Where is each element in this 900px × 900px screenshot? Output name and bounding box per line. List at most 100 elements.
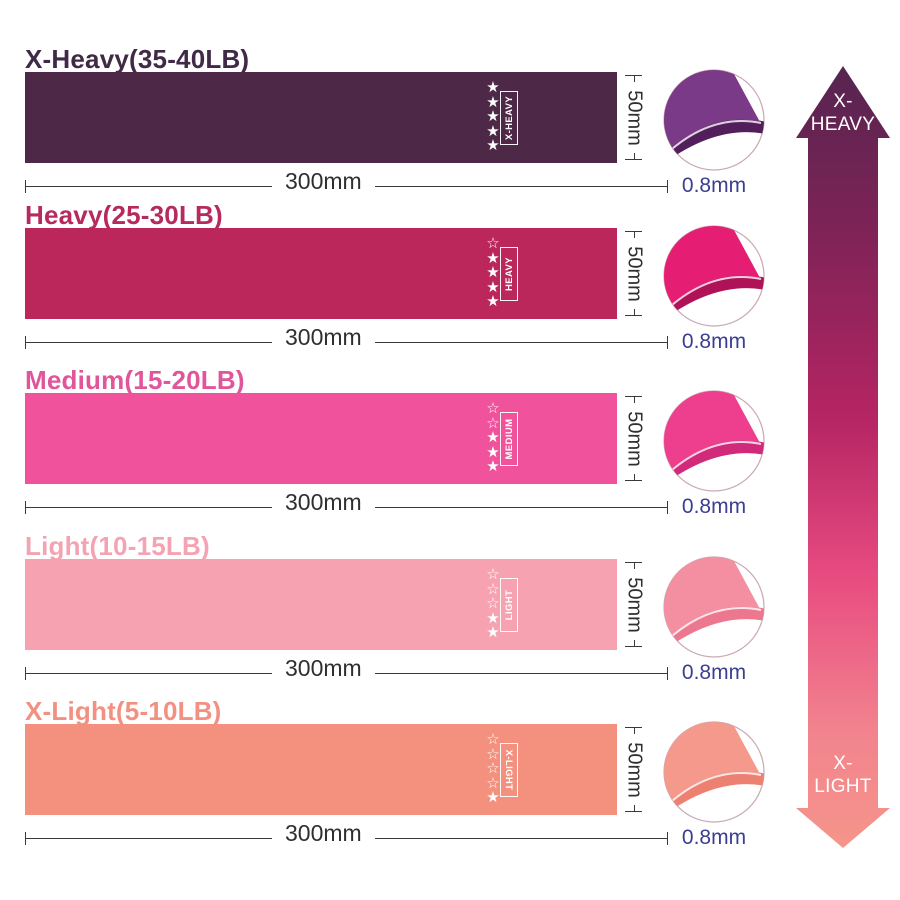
star-outline-icon: ☆ — [486, 745, 500, 763]
star-filled-icon: ★ — [486, 443, 500, 461]
arrow-top-label-line2: HEAVY — [810, 114, 876, 135]
star-filled-icon: ★ — [486, 624, 500, 642]
star-outline-icon: ☆ — [486, 400, 500, 417]
dimension-cap-bottom — [625, 805, 642, 812]
dimension-cap-right — [667, 667, 668, 680]
band-label-tag: LIGHT — [500, 577, 518, 632]
band-fold-photo — [663, 556, 765, 658]
dimension-cap-left — [25, 501, 26, 514]
band-label-tag-wrap: X-LIGHT — [500, 742, 518, 797]
band-row-medium: Medium(15-20LB) ☆ ☆ ★ ★ ★ MEDIUM 300mm 50mm — [0, 365, 900, 525]
dimension-cap-top — [625, 75, 642, 82]
star-filled-icon: ★ — [486, 609, 500, 627]
height-dimension-label: 50mm — [623, 245, 645, 302]
width-dimension-label: 300mm — [272, 820, 375, 847]
width-dimension: 300mm — [25, 489, 668, 516]
width-dimension: 300mm — [25, 324, 668, 351]
dimension-cap-bottom — [625, 640, 642, 647]
star-rating: ☆ ☆ ☆ ☆ ★ — [484, 731, 502, 807]
band-label-tag-wrap: MEDIUM — [500, 411, 518, 466]
strength-gradient-arrow — [796, 66, 890, 848]
star-filled-icon: ★ — [486, 278, 500, 296]
band-label-tag: X-LIGHT — [500, 742, 518, 797]
band-label-tag-wrap: HEAVY — [500, 246, 518, 301]
band-fold-photo — [663, 69, 765, 171]
band-title: Heavy(25-30LB) — [25, 200, 223, 230]
band-title: X-Heavy(35-40LB) — [25, 44, 250, 74]
band-label-tag: MEDIUM — [500, 411, 518, 466]
dimension-cap-right — [667, 336, 668, 349]
height-dimension: 50mm — [623, 727, 645, 812]
height-dimension: 50mm — [623, 562, 645, 647]
band-title: X-Light(5-10LB) — [25, 696, 222, 726]
star-outline-icon: ☆ — [486, 414, 500, 432]
star-rating: ☆ ☆ ★ ★ ★ — [484, 400, 502, 476]
arrow-bottom-label-line1: X- — [833, 753, 853, 774]
height-dimension: 50mm — [623, 75, 645, 160]
star-rating: ★ ★ ★ ★ ★ — [484, 79, 502, 155]
band-row-x-light: X-Light(5-10LB) ☆ ☆ ☆ ☆ ★ X-LIGHT 300mm 50mm — [0, 696, 900, 856]
thickness-label: 0.8mm — [681, 495, 747, 518]
star-filled-icon: ★ — [486, 108, 500, 126]
height-dimension-label: 50mm — [623, 410, 645, 467]
band-row-light: Light(10-15LB) ☆ ☆ ☆ ★ ★ LIGHT 300mm 50mm — [0, 531, 900, 691]
star-outline-icon: ☆ — [486, 774, 500, 792]
double-arrow-shape — [796, 66, 890, 848]
height-dimension-label: 50mm — [623, 576, 645, 633]
thickness-label: 0.8mm — [681, 174, 747, 197]
width-dimension-label: 300mm — [272, 489, 375, 516]
dimension-cap-left — [25, 180, 26, 193]
width-dimension: 300mm — [25, 820, 668, 847]
band-row-heavy: Heavy(25-30LB) ☆ ★ ★ ★ ★ HEAVY 300mm 50mm — [0, 200, 900, 360]
star-filled-icon: ★ — [486, 249, 500, 267]
band-swatch: ★ ★ ★ ★ ★ X-HEAVY — [25, 72, 617, 163]
width-dimension: 300mm — [25, 655, 668, 682]
star-rating: ☆ ★ ★ ★ ★ — [484, 235, 502, 311]
dimension-cap-bottom — [625, 309, 642, 316]
star-outline-icon: ☆ — [486, 235, 500, 252]
star-filled-icon: ★ — [486, 429, 500, 447]
width-dimension-label: 300mm — [272, 324, 375, 351]
star-filled-icon: ★ — [486, 264, 500, 282]
band-title: Light(10-15LB) — [25, 531, 210, 561]
band-swatch: ☆ ☆ ★ ★ ★ MEDIUM — [25, 393, 617, 484]
band-swatch: ☆ ☆ ☆ ★ ★ LIGHT — [25, 559, 617, 650]
dimension-cap-bottom — [625, 474, 642, 481]
star-outline-icon: ☆ — [486, 566, 500, 583]
star-filled-icon: ★ — [486, 79, 500, 96]
dimension-cap-top — [625, 727, 642, 734]
thickness-label: 0.8mm — [681, 330, 747, 353]
dimension-cap-right — [667, 832, 668, 845]
dimension-cap-top — [625, 562, 642, 569]
width-dimension: 300mm — [25, 168, 668, 195]
height-dimension: 50mm — [623, 231, 645, 316]
height-dimension-label: 50mm — [623, 741, 645, 798]
band-fold-photo — [663, 390, 765, 492]
star-filled-icon: ★ — [486, 137, 500, 155]
star-filled-icon: ★ — [486, 293, 500, 311]
dimension-cap-top — [625, 396, 642, 403]
star-outline-icon: ☆ — [486, 760, 500, 778]
star-outline-icon: ☆ — [486, 595, 500, 613]
width-dimension-label: 300mm — [272, 168, 375, 195]
band-title: Medium(15-20LB) — [25, 365, 245, 395]
dimension-cap-left — [25, 667, 26, 680]
band-label-tag-wrap: LIGHT — [500, 577, 518, 632]
band-fold-photo — [663, 721, 765, 823]
thickness-label: 0.8mm — [681, 826, 747, 849]
arrow-top-label-line1: X- — [833, 91, 853, 112]
band-row-x-heavy: X-Heavy(35-40LB) ★ ★ ★ ★ ★ X-HEAVY 300mm 50m… — [0, 44, 900, 204]
arrow-bottom-label: X- LIGHT — [791, 752, 895, 798]
star-rating: ☆ ☆ ☆ ★ ★ — [484, 566, 502, 642]
dimension-cap-right — [667, 501, 668, 514]
star-filled-icon: ★ — [486, 789, 500, 807]
star-filled-icon: ★ — [486, 122, 500, 140]
height-dimension: 50mm — [623, 396, 645, 481]
dimension-cap-right — [667, 180, 668, 193]
star-filled-icon: ★ — [486, 458, 500, 476]
star-outline-icon: ☆ — [486, 580, 500, 598]
star-outline-icon: ☆ — [486, 731, 500, 748]
dimension-cap-top — [625, 231, 642, 238]
width-dimension-label: 300mm — [272, 655, 375, 682]
